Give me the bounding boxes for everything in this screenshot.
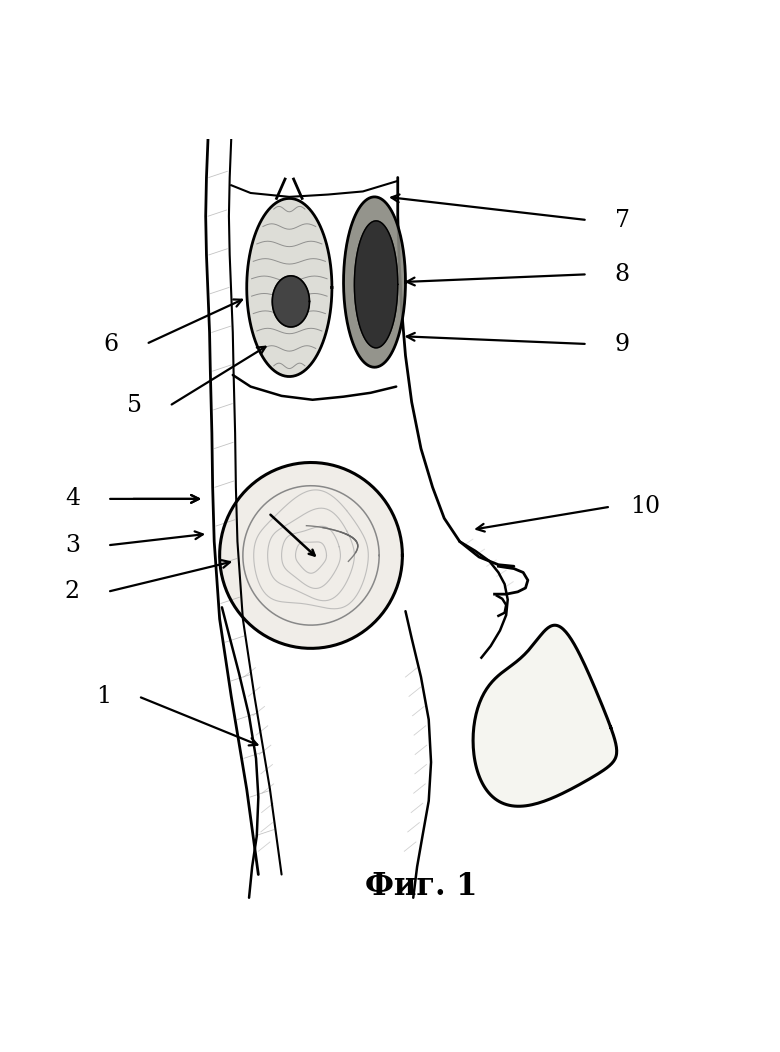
Text: Фиг. 1: Фиг. 1: [365, 871, 477, 902]
Polygon shape: [343, 197, 406, 367]
Text: 1: 1: [96, 685, 111, 708]
Text: 5: 5: [127, 394, 142, 418]
Text: 7: 7: [615, 208, 629, 231]
Text: 8: 8: [615, 263, 630, 286]
Text: 6: 6: [104, 332, 119, 356]
Polygon shape: [246, 199, 332, 377]
Text: 9: 9: [615, 332, 630, 356]
Text: 10: 10: [630, 495, 661, 519]
Polygon shape: [354, 221, 398, 348]
Polygon shape: [272, 276, 310, 327]
Text: 3: 3: [65, 533, 80, 557]
Text: 2: 2: [65, 581, 80, 604]
Polygon shape: [473, 625, 617, 806]
Polygon shape: [220, 463, 402, 648]
Text: 4: 4: [65, 487, 80, 510]
